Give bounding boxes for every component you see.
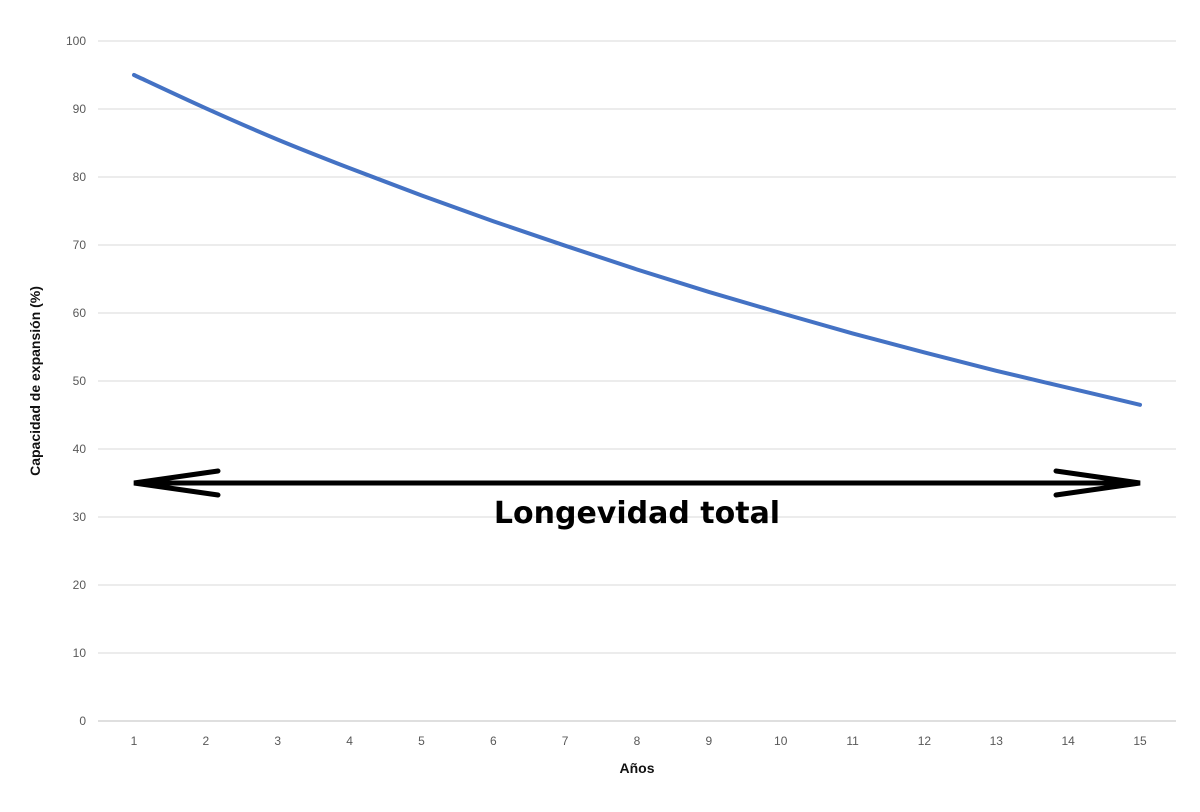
y-tick-label-70: 70 xyxy=(73,238,87,252)
y-axis-title: Capacidad de expansión (%) xyxy=(27,286,43,476)
x-tick-label-13: 13 xyxy=(990,734,1004,748)
y-tick-label-100: 100 xyxy=(66,34,86,48)
x-tick-label-7: 7 xyxy=(562,734,569,748)
x-tick-label-6: 6 xyxy=(490,734,497,748)
x-axis-title: Años xyxy=(620,760,655,776)
annotation-layer: Longevidad total xyxy=(133,468,1141,531)
x-tick-label-14: 14 xyxy=(1061,734,1075,748)
y-tick-label-40: 40 xyxy=(73,442,87,456)
y-tick-label-50: 50 xyxy=(73,374,87,388)
y-tick-labels: 0 10 20 30 40 50 60 70 80 90 100 xyxy=(66,34,86,728)
x-tick-label-5: 5 xyxy=(418,734,425,748)
gridlines xyxy=(98,40,1176,722)
x-tick-label-12: 12 xyxy=(918,734,932,748)
x-tick-label-9: 9 xyxy=(706,734,713,748)
y-tick-label-0: 0 xyxy=(79,714,86,728)
x-tick-label-2: 2 xyxy=(203,734,210,748)
series-line-0 xyxy=(132,73,1142,407)
y-tick-label-60: 60 xyxy=(73,306,87,320)
y-tick-label-30: 30 xyxy=(73,510,87,524)
x-tick-labels: 1 2 3 4 5 6 7 8 9 10 11 12 13 14 15 xyxy=(131,734,1147,748)
x-tick-label-8: 8 xyxy=(634,734,641,748)
x-tick-label-10: 10 xyxy=(774,734,788,748)
y-tick-label-10: 10 xyxy=(73,646,87,660)
arrow-head-right xyxy=(1053,468,1141,498)
x-tick-label-15: 15 xyxy=(1133,734,1147,748)
x-tick-label-3: 3 xyxy=(274,734,281,748)
longevity-label: Longevidad total xyxy=(494,496,780,531)
x-tick-label-1: 1 xyxy=(131,734,138,748)
x-tick-label-11: 11 xyxy=(846,734,859,748)
y-tick-label-20: 20 xyxy=(73,578,87,592)
x-tick-label-4: 4 xyxy=(346,734,353,748)
y-tick-label-80: 80 xyxy=(73,170,87,184)
arrow-head-left xyxy=(133,468,221,498)
y-tick-label-90: 90 xyxy=(73,102,87,116)
series-layer xyxy=(132,73,1142,407)
